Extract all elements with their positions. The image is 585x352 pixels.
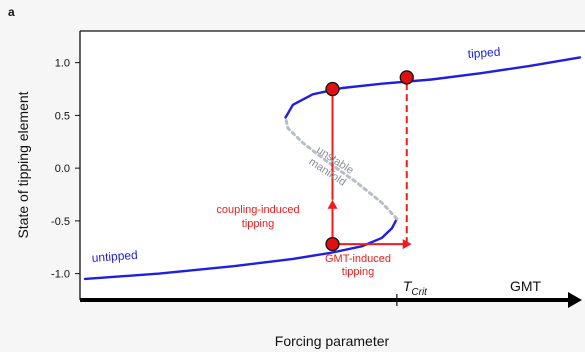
- y-tick-label-4: -1.0: [51, 269, 70, 281]
- annotation-tipped: tipped: [467, 45, 501, 61]
- series-untipped: [83, 217, 399, 281]
- annotation-untipped: untipped: [91, 248, 138, 265]
- marker-layer: [325, 70, 414, 252]
- y-axis-label: State of tipping element: [15, 91, 31, 238]
- coupling-arrow-head: [327, 199, 338, 209]
- annotation-coupling-line2: tipping: [242, 218, 274, 230]
- tcrit-label: TCrit: [403, 278, 428, 298]
- state-marker-2: [399, 70, 414, 85]
- series-tipped: [284, 56, 582, 119]
- annotation-gmt-line1: GMT-induced: [325, 253, 391, 265]
- y-tick-label-1: 0.5: [55, 110, 70, 122]
- state-marker-1: [325, 81, 340, 97]
- x-axis-arrow-head: [568, 292, 582, 308]
- y-tick-label-0: 1.0: [55, 58, 70, 70]
- x-axis-label: Forcing parameter: [275, 333, 390, 349]
- annotation-coupling-line1: coupling-induced: [216, 204, 299, 216]
- tcrit-main: T: [403, 278, 413, 294]
- y-tick-label-2: 0.0: [55, 163, 70, 175]
- series-layer: [83, 56, 582, 281]
- series-unstable-manifold: [284, 116, 399, 221]
- y-tick-label-3: -0.5: [51, 216, 70, 228]
- y-ticks: 1.0 0.5 0.0 -0.5 -1.0: [51, 58, 80, 281]
- x-axis-arrow-label: GMT: [510, 278, 542, 294]
- state-marker-0: [325, 236, 340, 252]
- panel-label: a: [8, 5, 15, 19]
- annotation-gmt-line2: tipping: [342, 266, 374, 278]
- tcrit-subscript: Crit: [411, 287, 428, 298]
